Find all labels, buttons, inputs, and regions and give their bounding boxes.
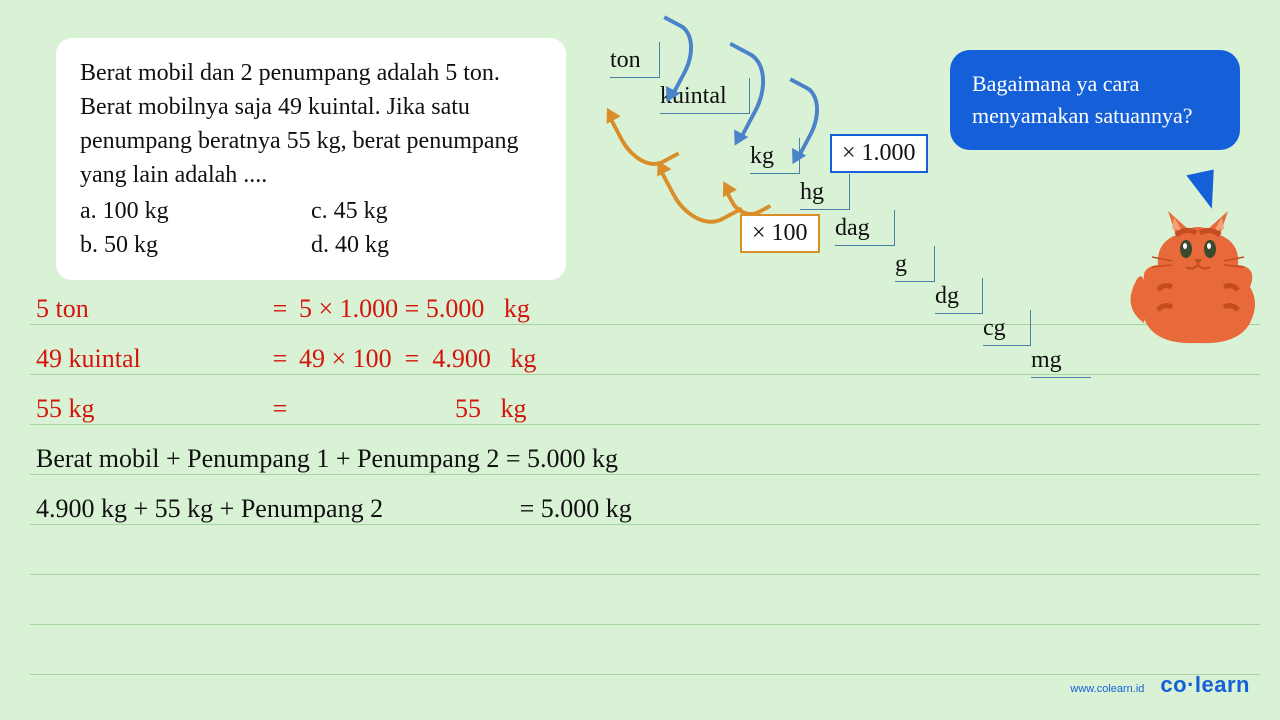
- question-options: a. 100 kg b. 50 kg c. 45 kg d. 40 kg: [80, 194, 542, 262]
- multiplier-1000-box: × 1.000: [830, 134, 928, 173]
- work-row-5: 4.900 kg + 55 kg + Penumpang 2 = 5.000 k…: [36, 484, 1236, 534]
- work-1-right: 5 × 1.000 = 5.000 kg: [299, 284, 1236, 334]
- multiplier-100-box: × 100: [740, 214, 820, 253]
- work-2-left: 49 kuintal: [36, 334, 261, 384]
- work-4-text: Berat mobil + Penumpang 1 + Penumpang 2 …: [36, 434, 618, 484]
- step-g: g: [895, 246, 935, 282]
- worked-solution: 5 ton = 5 × 1.000 = 5.000 kg 49 kuintal …: [36, 284, 1236, 534]
- option-a: a. 100 kg: [80, 194, 311, 228]
- step-hg: hg: [800, 174, 850, 210]
- speech-bubble: Bagaimana ya cara menyamakan satuannya?: [950, 50, 1240, 150]
- work-3-left: 55 kg: [36, 384, 261, 434]
- work-5-text: 4.900 kg + 55 kg + Penumpang 2 = 5.000 k…: [36, 484, 632, 534]
- option-d: d. 40 kg: [311, 228, 542, 262]
- question-box: Berat mobil dan 2 penumpang adalah 5 ton…: [56, 38, 566, 280]
- work-1-eq: =: [261, 284, 299, 334]
- work-1-left: 5 ton: [36, 284, 261, 334]
- work-2-right: 49 × 100 = 4.900 kg: [299, 334, 1236, 384]
- footer-logo: co·learn: [1160, 672, 1250, 698]
- work-3-right: 55 kg: [299, 384, 1236, 434]
- option-b: b. 50 kg: [80, 228, 311, 262]
- work-row-4: Berat mobil + Penumpang 1 + Penumpang 2 …: [36, 434, 1236, 484]
- question-text: Berat mobil dan 2 penumpang adalah 5 ton…: [80, 56, 542, 192]
- work-3-eq: =: [261, 384, 299, 434]
- option-c: c. 45 kg: [311, 194, 542, 228]
- step-dag: dag: [835, 210, 895, 246]
- work-row-2: 49 kuintal = 49 × 100 = 4.900 kg: [36, 334, 1236, 384]
- work-2-eq: =: [261, 334, 299, 384]
- footer: www.colearn.id co·learn: [1070, 672, 1250, 698]
- footer-url: www.colearn.id: [1070, 683, 1144, 695]
- bubble-text: Bagaimana ya cara menyamakan satuannya?: [972, 71, 1193, 128]
- work-row-1: 5 ton = 5 × 1.000 = 5.000 kg: [36, 284, 1236, 334]
- work-row-3: 55 kg = 55 kg: [36, 384, 1236, 434]
